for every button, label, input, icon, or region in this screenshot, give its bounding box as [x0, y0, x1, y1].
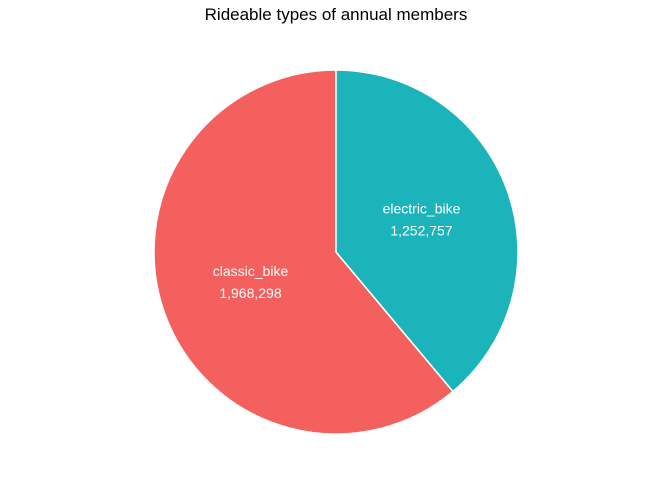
slice-value-label: 1,252,757: [390, 223, 452, 239]
pie-slice-classic-bike: [153, 69, 455, 435]
slice-category-label: classic_bike: [213, 263, 289, 279]
slice-value-label: 1,968,298: [219, 285, 281, 301]
pie-slice-electric-bike: [335, 69, 519, 393]
pie-labels: classic_bike 1,968,298 electric_bike 1,252,…: [213, 201, 461, 301]
chart-title: Rideable types of annual members: [204, 5, 468, 24]
slice-category-label: electric_bike: [383, 201, 461, 217]
pie-slices: [153, 69, 519, 435]
